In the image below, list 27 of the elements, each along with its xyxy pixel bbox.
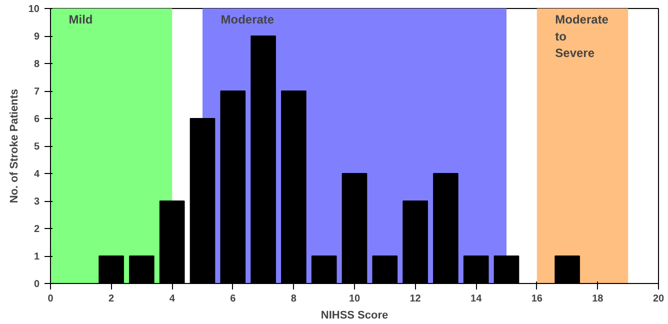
y-tick-label: 10 bbox=[28, 4, 40, 15]
y-tick-label: 4 bbox=[34, 169, 40, 180]
x-tick-label: 6 bbox=[230, 294, 236, 304]
y-tick-label: 2 bbox=[34, 224, 40, 235]
x-tick-label: 12 bbox=[410, 294, 422, 304]
y-tick-label: 0 bbox=[34, 279, 40, 290]
x-tick-label: 18 bbox=[592, 294, 604, 304]
x-tick-label: 20 bbox=[652, 294, 664, 304]
y-tick-label: 1 bbox=[34, 252, 40, 262]
y-tick-label: 5 bbox=[34, 142, 40, 152]
y-axis-title: No. of Stroke Patients bbox=[8, 88, 20, 204]
band-label: Moderate bbox=[220, 12, 274, 27]
x-tick-label: 8 bbox=[290, 294, 297, 304]
y-tick-label: 6 bbox=[34, 114, 40, 125]
band-label: Moderate to Severe bbox=[555, 12, 609, 60]
x-tick-label: 4 bbox=[169, 294, 176, 304]
x-axis-title: NIHSS Score bbox=[320, 310, 388, 322]
y-tick-label: 7 bbox=[34, 86, 40, 98]
x-tick-label: 10 bbox=[348, 294, 360, 304]
y-tick-label: 8 bbox=[34, 59, 40, 70]
x-tick-label: 0 bbox=[48, 294, 54, 304]
x-tick-label: 2 bbox=[108, 294, 115, 304]
y-tick-label: 3 bbox=[34, 196, 40, 208]
x-tick-label: 14 bbox=[470, 294, 482, 304]
x-tick-label: 16 bbox=[531, 294, 543, 304]
y-tick-label: 9 bbox=[34, 32, 40, 42]
band-label: Mild bbox=[68, 12, 93, 27]
